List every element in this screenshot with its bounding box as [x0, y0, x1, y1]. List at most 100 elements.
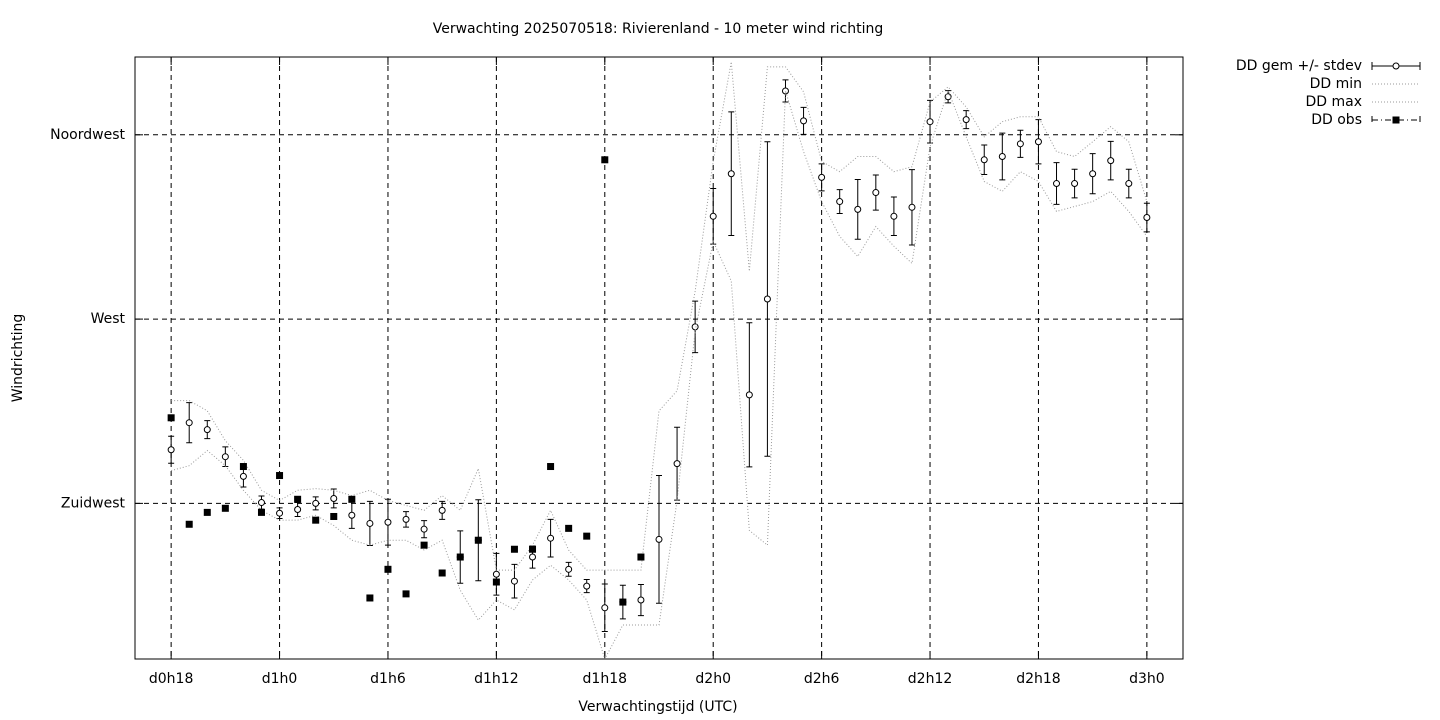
obs-point [167, 414, 175, 422]
obs-point [384, 565, 392, 573]
mean-point [366, 519, 374, 527]
y-tick-label: Zuidwest [61, 495, 126, 511]
mean-point [257, 499, 265, 507]
x-tick-label: d2h18 [1016, 671, 1060, 687]
mean-point [890, 212, 898, 220]
legend-swatch [1392, 116, 1400, 124]
legend-swatch [1371, 116, 1421, 124]
mean-point [727, 170, 735, 178]
mean-point [492, 570, 500, 578]
mean-point [1125, 180, 1133, 188]
mean-point [221, 453, 229, 461]
mean-point [239, 472, 247, 480]
obs-point [348, 495, 356, 503]
mean-point [312, 499, 320, 507]
mean-point [348, 511, 356, 519]
legend-label: DD gem +/- stdev [1236, 58, 1362, 74]
x-tick-label: d1h12 [474, 671, 518, 687]
obs-point [565, 524, 573, 532]
y-axis-title: Windrichting [10, 314, 26, 403]
mean-point [908, 203, 916, 211]
mean-point [854, 205, 862, 213]
mean-point [420, 525, 428, 533]
legend-label: DD min [1310, 76, 1362, 92]
mean-point [438, 506, 446, 514]
min-max-line [171, 89, 1148, 659]
x-tick-label: d1h0 [262, 671, 298, 687]
mean-point [294, 506, 302, 514]
mean-point [1053, 180, 1061, 188]
mean-point [510, 577, 518, 585]
x-tick-label: d0h18 [149, 671, 193, 687]
mean-point [167, 446, 175, 454]
mean-point [781, 87, 789, 95]
obs-point [257, 508, 265, 516]
obs-point [637, 553, 645, 561]
mean-point [655, 535, 663, 543]
x-tick-label: d3h0 [1129, 671, 1165, 687]
mean-point [384, 518, 392, 526]
mean-point [583, 582, 591, 590]
mean-point [1143, 214, 1151, 222]
obs-point [402, 590, 410, 598]
mean-point [402, 515, 410, 523]
x-tick-label: d2h6 [804, 671, 840, 687]
mean-point [962, 116, 970, 124]
x-tick-label: d2h0 [695, 671, 731, 687]
obs-point [474, 536, 482, 544]
obs-point [312, 516, 320, 524]
mean-point [1107, 157, 1115, 165]
obs-point [583, 532, 591, 540]
obs-point [492, 578, 500, 586]
mean-point [745, 391, 753, 399]
obs-point [529, 545, 537, 553]
obs-point [239, 463, 247, 471]
obs-point [276, 472, 284, 480]
obs-point [294, 495, 302, 503]
mean-point [601, 604, 609, 612]
mean-point [980, 156, 988, 164]
mean-point [691, 323, 699, 331]
obs-point [601, 156, 609, 164]
x-axis-title: Verwachtingstijd (UTC) [578, 699, 737, 715]
mean-point [709, 212, 717, 220]
legend-label: DD max [1305, 94, 1362, 110]
x-tick-label: d1h18 [583, 671, 627, 687]
mean-point [547, 534, 555, 542]
mean-point [673, 460, 681, 468]
x-tick-label: d1h6 [370, 671, 406, 687]
mean-point [926, 118, 934, 126]
y-tick-label: West [91, 311, 126, 327]
mean-point [836, 198, 844, 206]
chart-title: Verwachting 2025070518: Rivierenland - 1… [433, 21, 884, 37]
legend-label: DD obs [1311, 112, 1362, 128]
obs-point [456, 553, 464, 561]
obs-point [203, 508, 211, 516]
mean-point [529, 553, 537, 561]
mean-point [203, 426, 211, 434]
mean-point [1089, 170, 1097, 178]
mean-point [565, 565, 573, 573]
obs-point [438, 569, 446, 577]
obs-point [221, 504, 229, 512]
mean-point [185, 419, 193, 427]
legend-swatch [1392, 62, 1400, 70]
obs-point [366, 594, 374, 602]
mean-point [998, 153, 1006, 161]
obs-point [420, 541, 428, 549]
obs-point [185, 520, 193, 528]
mean-point [763, 295, 771, 303]
obs-point [547, 463, 555, 471]
mean-point [818, 173, 826, 181]
mean-point [276, 509, 284, 517]
obs-point [510, 545, 518, 553]
mean-point [330, 494, 338, 502]
obs-point [330, 512, 338, 520]
mean-point [1034, 138, 1042, 146]
min-max-line [171, 61, 1148, 571]
x-tick-label: d2h12 [908, 671, 952, 687]
plot-frame [134, 56, 1184, 660]
mean-point [800, 117, 808, 125]
mean-point [637, 596, 645, 604]
